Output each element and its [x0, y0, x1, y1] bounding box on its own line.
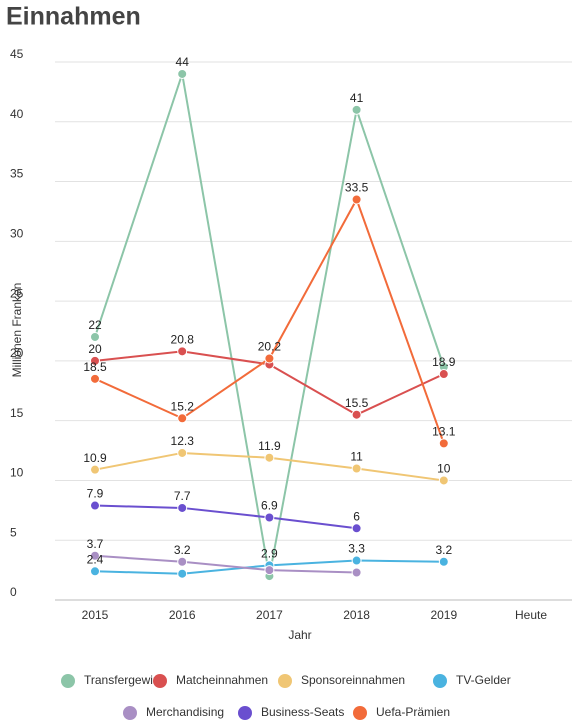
data-point [264, 452, 275, 463]
data-label: 20 [88, 342, 102, 356]
data-point [264, 565, 275, 576]
data-point [438, 369, 449, 380]
data-point [90, 355, 100, 366]
legend-marker [153, 674, 167, 688]
data-label: 10 [437, 462, 451, 476]
y-tick-label: 25 [10, 286, 24, 300]
data-point [90, 464, 100, 475]
data-point [177, 502, 188, 513]
y-tick-label: 15 [10, 406, 24, 420]
data-label: 11.9 [258, 439, 281, 453]
y-tick-label: 20 [10, 346, 24, 360]
data-label: 44 [176, 55, 190, 69]
data-label: 3.3 [348, 542, 365, 556]
data-point [177, 346, 188, 357]
data-point [90, 500, 100, 511]
data-label: 22 [88, 318, 102, 332]
data-point [90, 331, 100, 342]
legend-marker [433, 674, 447, 688]
data-point [351, 555, 362, 566]
data-label: 7.7 [174, 489, 191, 503]
data-label: 41 [350, 91, 364, 105]
data-label: 11 [350, 450, 363, 464]
data-label: 15.5 [345, 396, 369, 410]
y-tick-label: 0 [10, 585, 17, 599]
y-tick-label: 30 [10, 227, 24, 241]
data-label: 2.9 [261, 547, 278, 561]
data-label: 12.3 [171, 434, 195, 448]
data-label: 18.5 [83, 360, 107, 374]
data-label: 15.2 [171, 399, 195, 413]
x-axis-label: Jahr [288, 628, 311, 642]
legend-marker [123, 706, 137, 720]
data-point [351, 463, 362, 474]
x-tick-label: 2017 [256, 608, 283, 622]
legend-label: Matcheinnahmen [176, 673, 268, 687]
data-point [177, 568, 188, 579]
data-label: 6.9 [261, 499, 278, 513]
data-label: 7.9 [87, 487, 104, 501]
y-tick-label: 35 [10, 167, 24, 181]
chart-title: Einnahmen [6, 3, 141, 31]
legend-marker [353, 706, 367, 720]
data-point [438, 475, 449, 486]
data-label: 10.9 [83, 451, 107, 465]
legend-label: Business-Seats [261, 705, 344, 719]
legend-label: Transfergewinn [84, 673, 166, 687]
x-tick-label: 2016 [169, 608, 196, 622]
data-label: 13.1 [432, 425, 456, 439]
legend-label: Merchandising [146, 705, 224, 719]
data-point [90, 373, 100, 384]
data-point [177, 447, 188, 458]
data-point [177, 413, 188, 424]
legend-marker [238, 706, 252, 720]
data-label: 3.7 [87, 537, 104, 551]
y-tick-label: 10 [10, 466, 24, 480]
data-point [264, 512, 275, 523]
data-point [351, 194, 362, 205]
data-label: 2.4 [87, 552, 104, 566]
data-label: 3.2 [435, 543, 452, 557]
x-tick-label: 2015 [82, 608, 109, 622]
legend-label: Uefa-Prämien [376, 705, 450, 719]
data-point [438, 438, 449, 449]
x-tick-label: 2019 [430, 608, 457, 622]
data-label: 33.5 [345, 181, 369, 195]
x-tick-label: 2018 [343, 608, 370, 622]
y-tick-label: 45 [10, 47, 24, 61]
data-label: 6 [353, 509, 360, 523]
data-point [351, 104, 362, 115]
series-line [94, 197, 445, 444]
data-point [351, 567, 362, 578]
y-axis-label: Millionen Franken [10, 283, 24, 378]
data-point [351, 409, 362, 420]
data-point [90, 550, 100, 561]
y-tick-label: 40 [10, 107, 24, 121]
x-tick-label: Heute [515, 608, 547, 622]
series-line [94, 554, 357, 574]
data-label: 18.9 [432, 355, 456, 369]
data-label: 3.2 [174, 543, 191, 557]
data-label: 20.2 [258, 340, 282, 354]
series-line [94, 504, 357, 530]
data-point [438, 556, 449, 567]
data-point [177, 556, 188, 567]
data-point [351, 523, 362, 534]
legend-marker [278, 674, 292, 688]
legend-marker [61, 674, 75, 688]
legend-label: Sponsoreinnahmen [301, 673, 405, 687]
data-label: 20.8 [171, 332, 195, 346]
data-point [90, 566, 100, 577]
data-point [264, 353, 275, 364]
data-point [177, 68, 188, 79]
legend-label: TV-Gelder [456, 673, 511, 687]
y-tick-label: 5 [10, 525, 17, 539]
